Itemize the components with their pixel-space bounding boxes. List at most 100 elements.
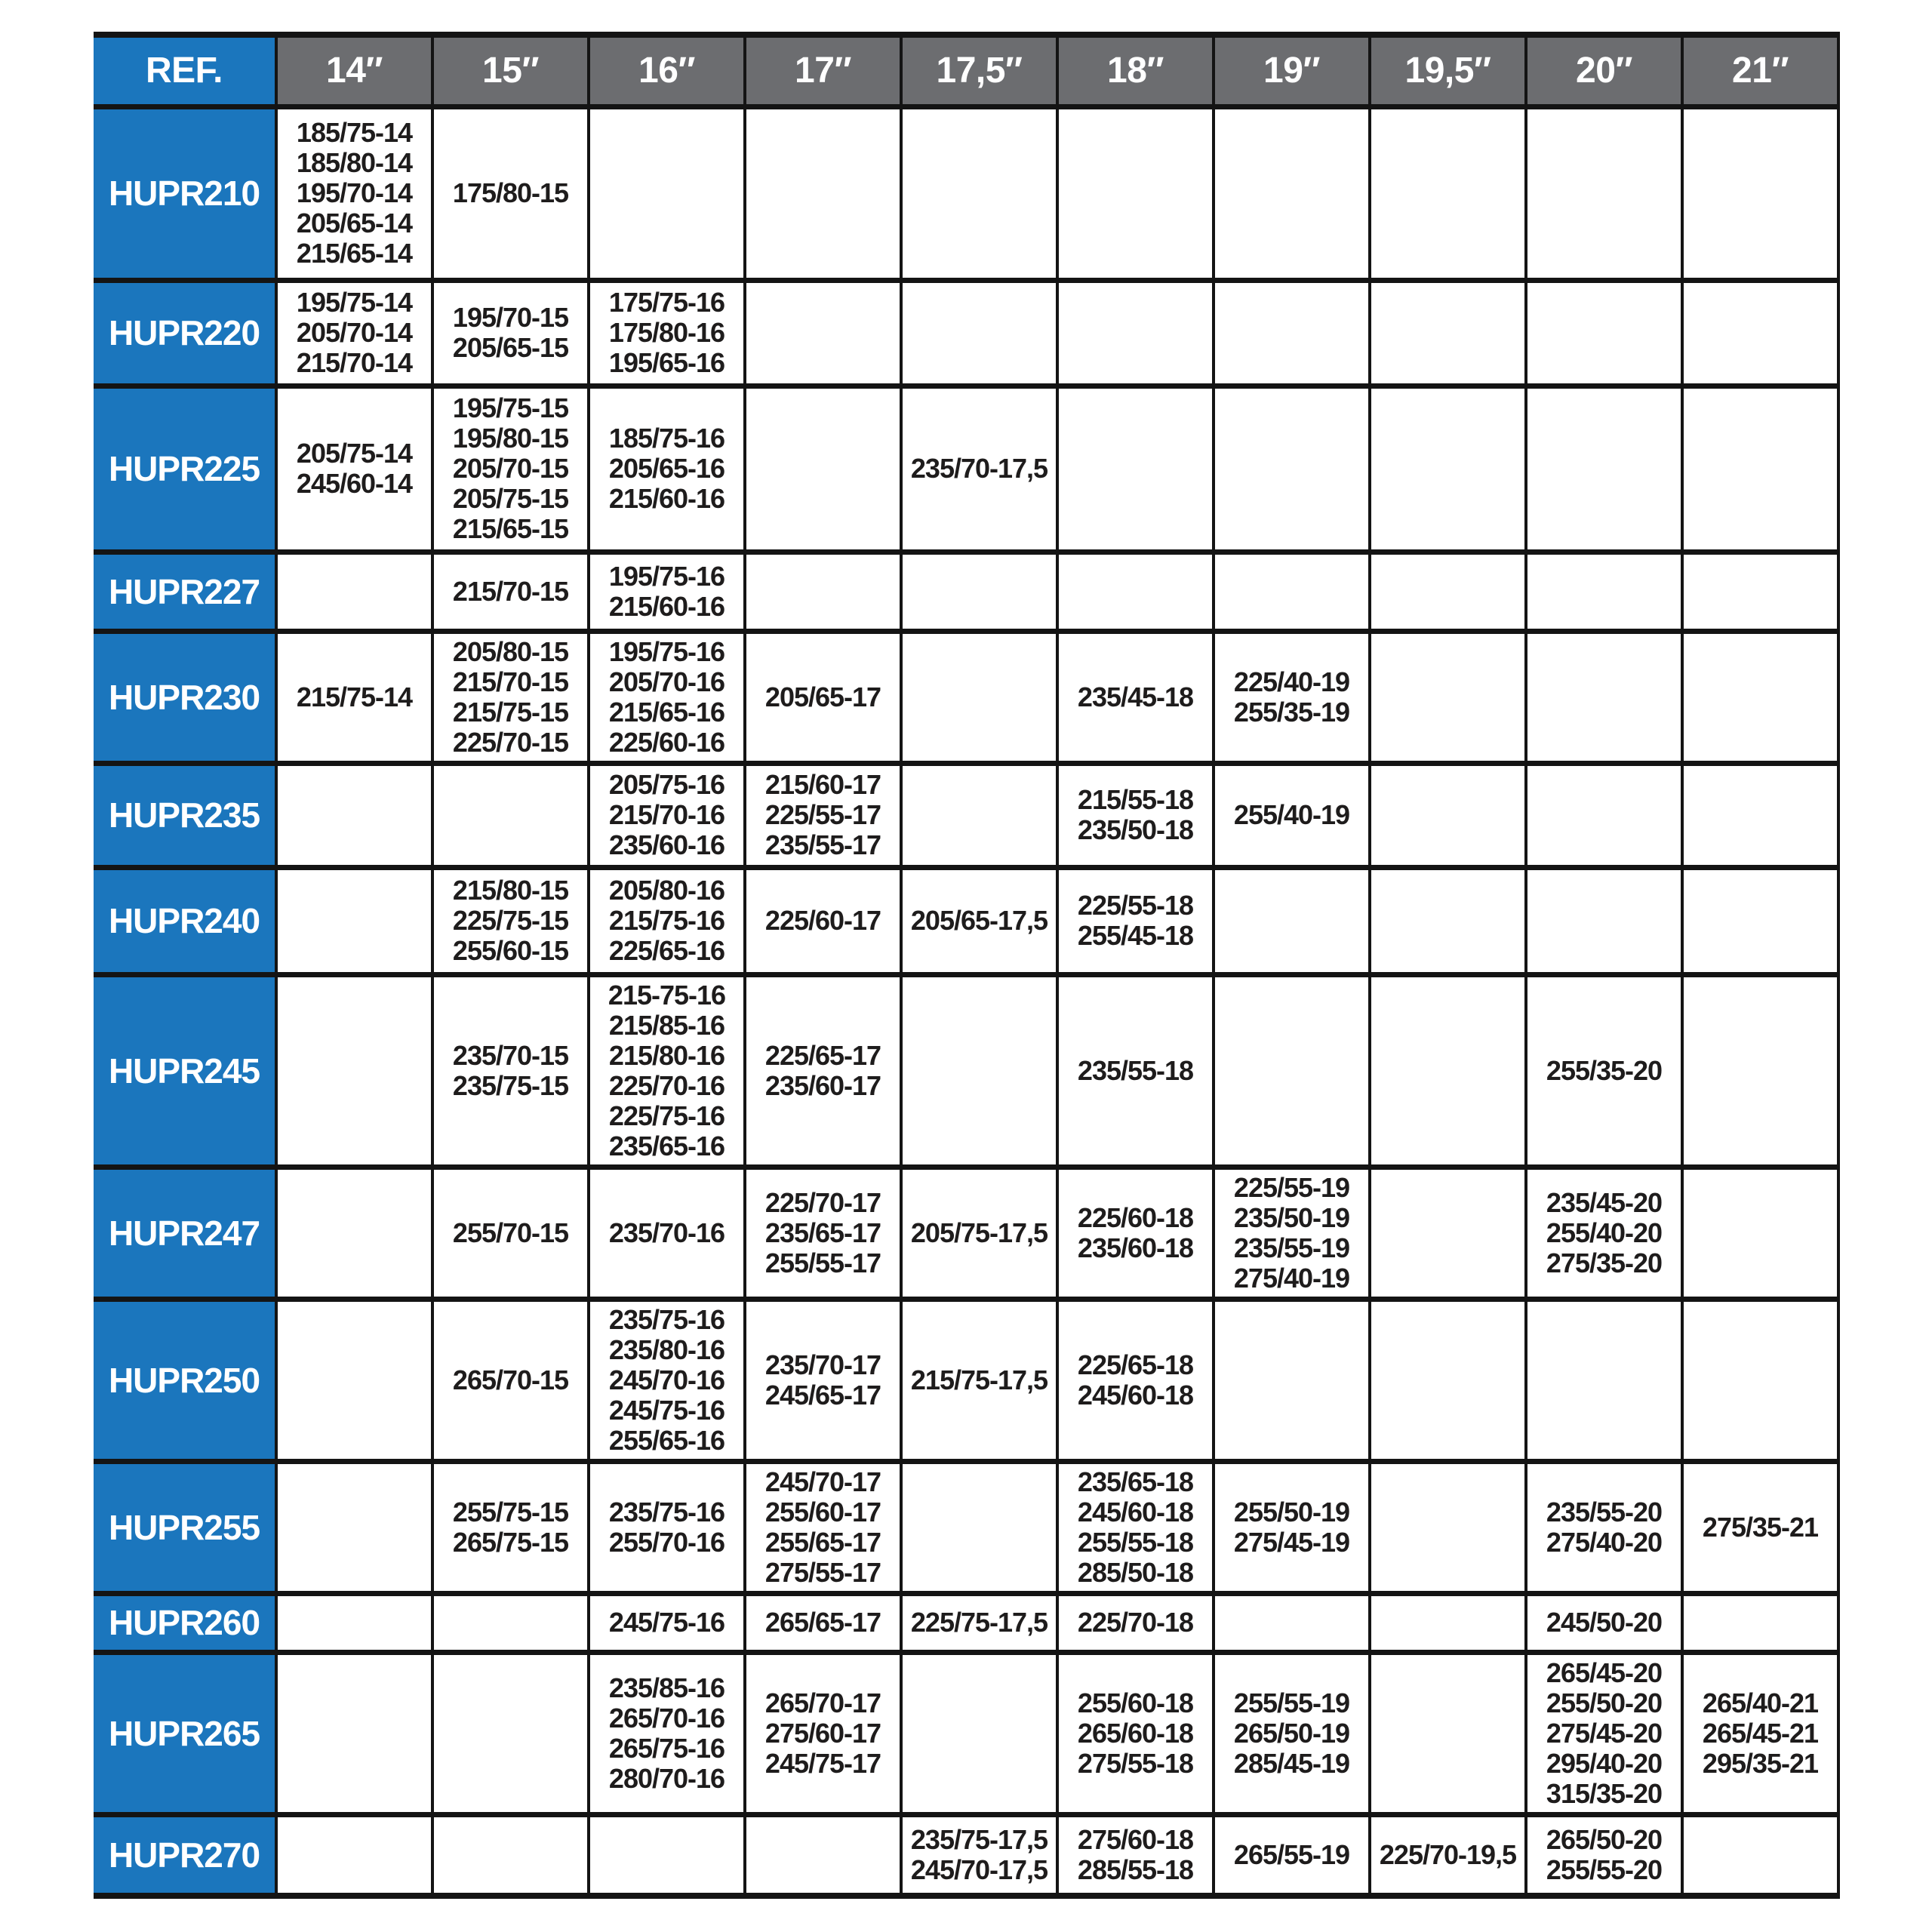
tire-size: 235/55-20 bbox=[1546, 1496, 1663, 1527]
cell-hupr227-15in: 215/70-15 bbox=[431, 549, 589, 631]
cell-hupr227-16in: 195/75-16 215/60-16 bbox=[587, 549, 745, 631]
cell-hupr255-19in: 255/50-19 275/45-19 bbox=[1212, 1458, 1370, 1593]
tire-size: 215/80-15 bbox=[452, 875, 569, 906]
column-header-16in: 16″ bbox=[587, 35, 745, 109]
cell-hupr227-21in bbox=[1681, 549, 1838, 631]
tire-size: 280/70-16 bbox=[608, 1762, 725, 1794]
cell-hupr250-19in bbox=[1212, 1296, 1370, 1461]
cell-hupr245-19-5in bbox=[1368, 971, 1526, 1167]
cell-hupr240-18in: 225/55-18 255/45-18 bbox=[1056, 864, 1214, 974]
tire-size: 265/70-17 bbox=[764, 1687, 881, 1718]
cell-hupr260-16in: 245/75-16 bbox=[587, 1590, 745, 1652]
cell-hupr247-15in: 255/70-15 bbox=[431, 1164, 589, 1299]
tire-size: 265/45-20 bbox=[1546, 1657, 1663, 1688]
tire-size: 235/70-15 bbox=[452, 1039, 569, 1071]
table-row-hupr220: HUPR220 195/75-14 205/70-14 215/70-14 195/70… bbox=[94, 277, 1838, 386]
cell-hupr260-14in bbox=[275, 1590, 432, 1652]
cell-hupr247-17-5in: 205/75-17,5 bbox=[900, 1164, 1057, 1299]
tire-size: 255/70-15 bbox=[452, 1217, 569, 1248]
cell-hupr247-17in: 225/70-17 235/65-17 255/55-17 bbox=[743, 1164, 901, 1299]
table-row-hupr270: HUPR270 235/75-17,5 245/70-17,5 275/60-18 28… bbox=[94, 1811, 1838, 1896]
cell-hupr247-16in: 235/70-16 bbox=[587, 1164, 745, 1299]
tire-size: 265/60-18 bbox=[1077, 1717, 1194, 1749]
tire-size: 245/70-17 bbox=[764, 1466, 881, 1497]
tire-size: 215/65-16 bbox=[608, 696, 725, 728]
cell-hupr250-21in bbox=[1681, 1296, 1838, 1461]
tire-size: 235/70-16 bbox=[608, 1217, 725, 1248]
tire-size: 245/65-17 bbox=[764, 1379, 881, 1411]
column-header-14in: 14″ bbox=[275, 35, 432, 109]
tire-size: 225/60-16 bbox=[608, 726, 725, 758]
cell-hupr235-16in: 205/75-16 215/70-16 235/60-16 bbox=[587, 760, 745, 867]
column-header-19-5in: 19,5″ bbox=[1368, 35, 1526, 109]
cell-hupr265-19in: 255/55-19 265/50-19 285/45-19 bbox=[1212, 1649, 1370, 1814]
tire-size: 255/50-19 bbox=[1233, 1496, 1350, 1527]
cell-hupr255-19-5in bbox=[1368, 1458, 1526, 1593]
column-header-20in: 20″ bbox=[1524, 35, 1682, 109]
tire-size: 205/65-14 bbox=[296, 208, 413, 238]
tire-size: 285/55-18 bbox=[1077, 1854, 1194, 1885]
tire-size: 235/75-16 bbox=[608, 1303, 725, 1335]
tire-size: 205/80-15 bbox=[452, 635, 569, 667]
tire-size: 285/50-18 bbox=[1077, 1556, 1194, 1588]
tire-size: 175/80-15 bbox=[452, 177, 569, 208]
tire-size: 255/65-16 bbox=[608, 1424, 725, 1456]
tire-size: 205/70-14 bbox=[296, 317, 413, 348]
tire-size: 215/80-16 bbox=[608, 1039, 725, 1071]
cell-hupr245-15in: 235/70-15 235/75-15 bbox=[431, 971, 589, 1167]
tire-size: 225/70-19,5 bbox=[1379, 1838, 1517, 1870]
cell-hupr245-17in: 225/65-17 235/60-17 bbox=[743, 971, 901, 1167]
tire-size: 275/60-17 bbox=[764, 1717, 881, 1749]
cell-hupr250-18in: 225/65-18 245/60-18 bbox=[1056, 1296, 1214, 1461]
ref-label-hupr245: HUPR245 bbox=[94, 971, 276, 1167]
tire-size: 235/50-18 bbox=[1077, 814, 1194, 845]
cell-hupr255-16in: 235/75-16 255/70-16 bbox=[587, 1458, 745, 1593]
tire-size: 235/65-18 bbox=[1077, 1466, 1194, 1497]
cell-hupr255-14in bbox=[275, 1458, 432, 1593]
tire-size: 215/70-15 bbox=[452, 666, 569, 697]
tire-size: 265/75-15 bbox=[452, 1526, 569, 1558]
tire-size: 235/70-17,5 bbox=[910, 453, 1048, 484]
tire-size: 255/35-19 bbox=[1233, 696, 1350, 728]
tire-size: 235/65-17 bbox=[764, 1217, 881, 1248]
tire-size: 315/35-20 bbox=[1546, 1777, 1663, 1809]
tire-size: 235/65-16 bbox=[608, 1130, 725, 1161]
tire-size: 245/70-16 bbox=[608, 1364, 725, 1395]
cell-hupr250-17in: 235/70-17 245/65-17 bbox=[743, 1296, 901, 1461]
tire-size: 185/80-14 bbox=[296, 147, 413, 178]
tire-size: 185/75-14 bbox=[296, 117, 413, 148]
tire-size: 235/45-18 bbox=[1077, 681, 1194, 712]
cell-hupr230-20in bbox=[1524, 628, 1682, 763]
cell-hupr210-14in: 185/75-14 185/80-14 195/70-14 205/65-14 215/… bbox=[275, 103, 432, 280]
cell-hupr230-21in bbox=[1681, 628, 1838, 763]
tire-size: 215/75-14 bbox=[296, 681, 413, 712]
cell-hupr265-21in: 265/40-21 265/45-21 295/35-21 bbox=[1681, 1649, 1838, 1814]
tire-size: 235/70-17 bbox=[764, 1349, 881, 1380]
ref-label-hupr265: HUPR265 bbox=[94, 1649, 276, 1814]
tire-size: 235/55-17 bbox=[764, 829, 881, 860]
ref-label-hupr225: HUPR225 bbox=[94, 383, 276, 552]
tire-size: 265/65-17 bbox=[764, 1607, 881, 1638]
tire-size: 275/60-18 bbox=[1077, 1823, 1194, 1855]
cell-hupr227-19-5in bbox=[1368, 549, 1526, 631]
tire-size: 245/75-16 bbox=[608, 1394, 725, 1426]
ref-label-hupr235: HUPR235 bbox=[94, 760, 276, 867]
cell-hupr245-18in: 235/55-18 bbox=[1056, 971, 1214, 1167]
cell-hupr270-16in bbox=[587, 1811, 745, 1896]
cell-hupr225-18in bbox=[1056, 383, 1214, 552]
cell-hupr250-14in bbox=[275, 1296, 432, 1461]
tire-size: 295/40-20 bbox=[1546, 1747, 1663, 1779]
tire-size: 265/70-16 bbox=[608, 1702, 725, 1734]
tire-size: 265/40-21 bbox=[1702, 1687, 1819, 1718]
cell-hupr260-21in bbox=[1681, 1590, 1838, 1652]
table-body: HUPR210 185/75-14 185/80-14 195/70-14 205/65… bbox=[94, 103, 1838, 1896]
tire-size: 225/70-18 bbox=[1077, 1607, 1194, 1638]
tire-size: 235/50-19 bbox=[1233, 1201, 1350, 1233]
tire-size: 255/55-19 bbox=[1233, 1687, 1350, 1718]
tire-size: 275/45-20 bbox=[1546, 1717, 1663, 1749]
cell-hupr220-20in bbox=[1524, 277, 1682, 386]
cell-hupr210-18in bbox=[1056, 103, 1214, 280]
cell-hupr250-19-5in bbox=[1368, 1296, 1526, 1461]
cell-hupr220-17in bbox=[743, 277, 901, 386]
tire-size: 205/80-16 bbox=[608, 875, 725, 906]
